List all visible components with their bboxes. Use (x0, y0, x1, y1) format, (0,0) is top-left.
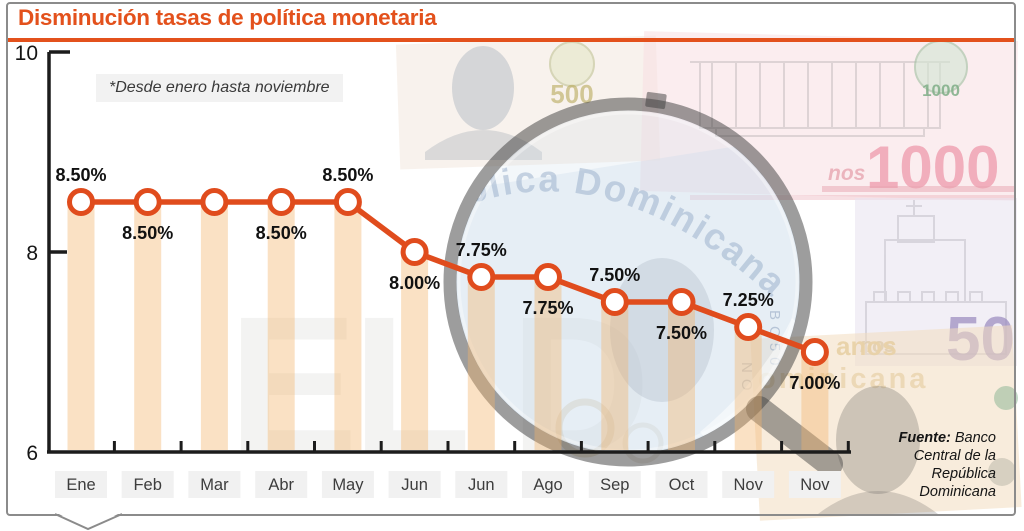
source-credit: Fuente: Banco Central de la República Do… (874, 430, 996, 502)
data-point-marker (200, 188, 229, 216)
bar (668, 300, 695, 450)
axes (47, 50, 851, 454)
data-point-label: 8.50% (55, 165, 106, 185)
bar (467, 275, 495, 450)
data-point-label: 8.50% (256, 223, 307, 243)
x-tick-chip (655, 471, 708, 498)
x-tick-label: Mar (200, 476, 229, 494)
palace-sketch (690, 61, 950, 137)
banknote-500-decor: 500 (395, 35, 661, 170)
x-tick-chip (722, 471, 775, 498)
svg-text:nos: nos (828, 162, 865, 185)
data-point-label: 8.00% (389, 273, 440, 293)
chart-note: *Desde enero hasta noviembre (96, 74, 343, 102)
data-point-marker (67, 188, 95, 216)
data-point-label: 7.75% (522, 298, 573, 318)
data-point-marker (534, 263, 562, 291)
x-tick-label: Ene (66, 476, 95, 494)
bar (401, 250, 429, 450)
data-point-marker (267, 188, 296, 216)
x-tick-chip (522, 471, 574, 498)
x-ticks (112, 441, 850, 452)
page-title: Disminución tasas de política monetaria (18, 5, 437, 30)
x-tick-chip (455, 471, 508, 498)
y-tick-label: 8 (26, 242, 38, 265)
x-tick-label: Oct (669, 476, 695, 494)
x-tick-label: Ago (533, 476, 562, 494)
x-tick-label: Nov (800, 476, 830, 494)
data-point-label: 7.50% (589, 265, 640, 285)
bar (801, 350, 829, 450)
data-point-marker (667, 288, 696, 316)
data-point-label: 7.75% (456, 240, 507, 260)
data-point-label: 7.50% (656, 323, 707, 343)
svg-text:1000: 1000 (922, 81, 960, 100)
data-point-label: 8.50% (322, 165, 373, 185)
svg-text:anos: anos (836, 331, 897, 361)
data-point-marker (600, 288, 629, 316)
data-point-marker (800, 338, 829, 366)
data-point-marker (133, 188, 162, 216)
bar (134, 200, 162, 450)
data-point-marker (734, 313, 763, 341)
y-tick-label: 10 (15, 42, 38, 65)
x-tick-chip (788, 471, 841, 498)
bar (267, 200, 295, 450)
bar (601, 300, 629, 450)
data-point-marker (400, 238, 429, 266)
data-point-marker (333, 188, 362, 216)
magnifier-icon (443, 91, 843, 477)
data-point-label: 8.50% (122, 223, 173, 243)
x-tick-label: Abr (268, 476, 294, 494)
banknote-1000-decor: 1000 nos 1000 (639, 31, 1019, 201)
data-point-label: 7.00% (789, 373, 840, 393)
x-tick-label: May (332, 476, 364, 494)
x-tick-chip (255, 471, 308, 498)
bar (67, 200, 95, 450)
x-tick-chip (588, 471, 641, 498)
data-point-marker (467, 263, 496, 291)
portrait-silhouette (836, 386, 920, 494)
title-underline (8, 38, 1014, 42)
x-tick-label: Jun (468, 476, 495, 494)
source-label: Fuente: (898, 430, 951, 446)
portrait-silhouette (452, 46, 514, 130)
bar (200, 200, 228, 450)
bar (534, 275, 562, 450)
x-tick-label: Nov (734, 476, 764, 494)
y-tick-label: 6 (26, 442, 38, 465)
data-point-label: 7.25% (723, 290, 774, 310)
x-tick-label: Jun (401, 476, 428, 494)
x-tick-label: Feb (133, 476, 161, 494)
source-text: Banco Central de la República Dominicana (913, 430, 996, 500)
bar (734, 325, 762, 450)
x-tick-chip (121, 471, 174, 498)
bar (334, 200, 362, 450)
x-tick-chip (188, 471, 241, 498)
x-tick-chip (55, 471, 107, 498)
x-tick-label: Sep (600, 476, 629, 494)
x-tick-chip (388, 471, 441, 498)
x-tick-chip (321, 471, 374, 498)
